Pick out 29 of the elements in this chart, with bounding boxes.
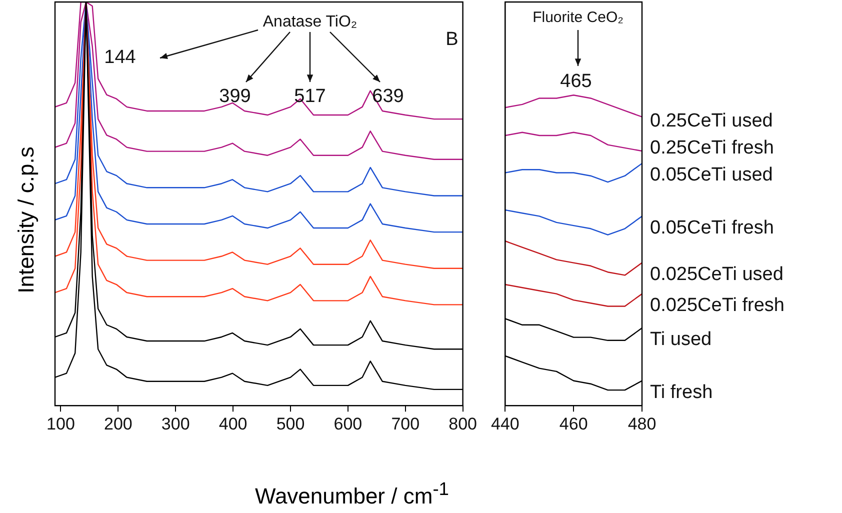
- x-tick-label: 460: [559, 414, 588, 434]
- x-tick-label: 480: [628, 414, 656, 434]
- x-tick-label: 700: [391, 414, 420, 434]
- text: Fluorite CeO₂: [532, 9, 624, 26]
- x-tick-label: 100: [46, 414, 75, 434]
- annotation: B: [446, 29, 458, 50]
- annotation: 399: [219, 86, 251, 108]
- x-tick-label: 400: [218, 414, 248, 434]
- x-tick-label: 500: [276, 414, 305, 434]
- annotation: Anatase TiO₂: [262, 13, 358, 30]
- series-label: 0.25CeTi used: [650, 110, 773, 132]
- x-tick-label: 800: [448, 414, 478, 434]
- x-tick-label: 600: [334, 414, 362, 434]
- annotation: 517: [294, 86, 326, 108]
- series-label: Ti used: [650, 329, 712, 350]
- series-label: 0.25CeTi fresh: [650, 138, 774, 159]
- series-label: 0.05CeTi used: [650, 164, 773, 186]
- x-tick-label: 440: [490, 414, 520, 434]
- x-tick-label: 300: [161, 414, 190, 434]
- y-axis-title: Intensity / c.p.s: [12, 146, 39, 294]
- series-label: 0.025CeTi used: [650, 264, 784, 286]
- series-label: Ti fresh: [650, 382, 713, 403]
- text: 465: [560, 71, 592, 92]
- annotation: 144: [104, 47, 136, 68]
- series-label: 0.025CeTi fresh: [650, 295, 784, 316]
- x-axis-title: Wavenumber / cm$^{-1}$: [255, 478, 449, 510]
- annotation: 639: [372, 86, 404, 108]
- x-tick-label: 200: [104, 414, 132, 434]
- series-label: 0.05CeTi fresh: [650, 217, 774, 238]
